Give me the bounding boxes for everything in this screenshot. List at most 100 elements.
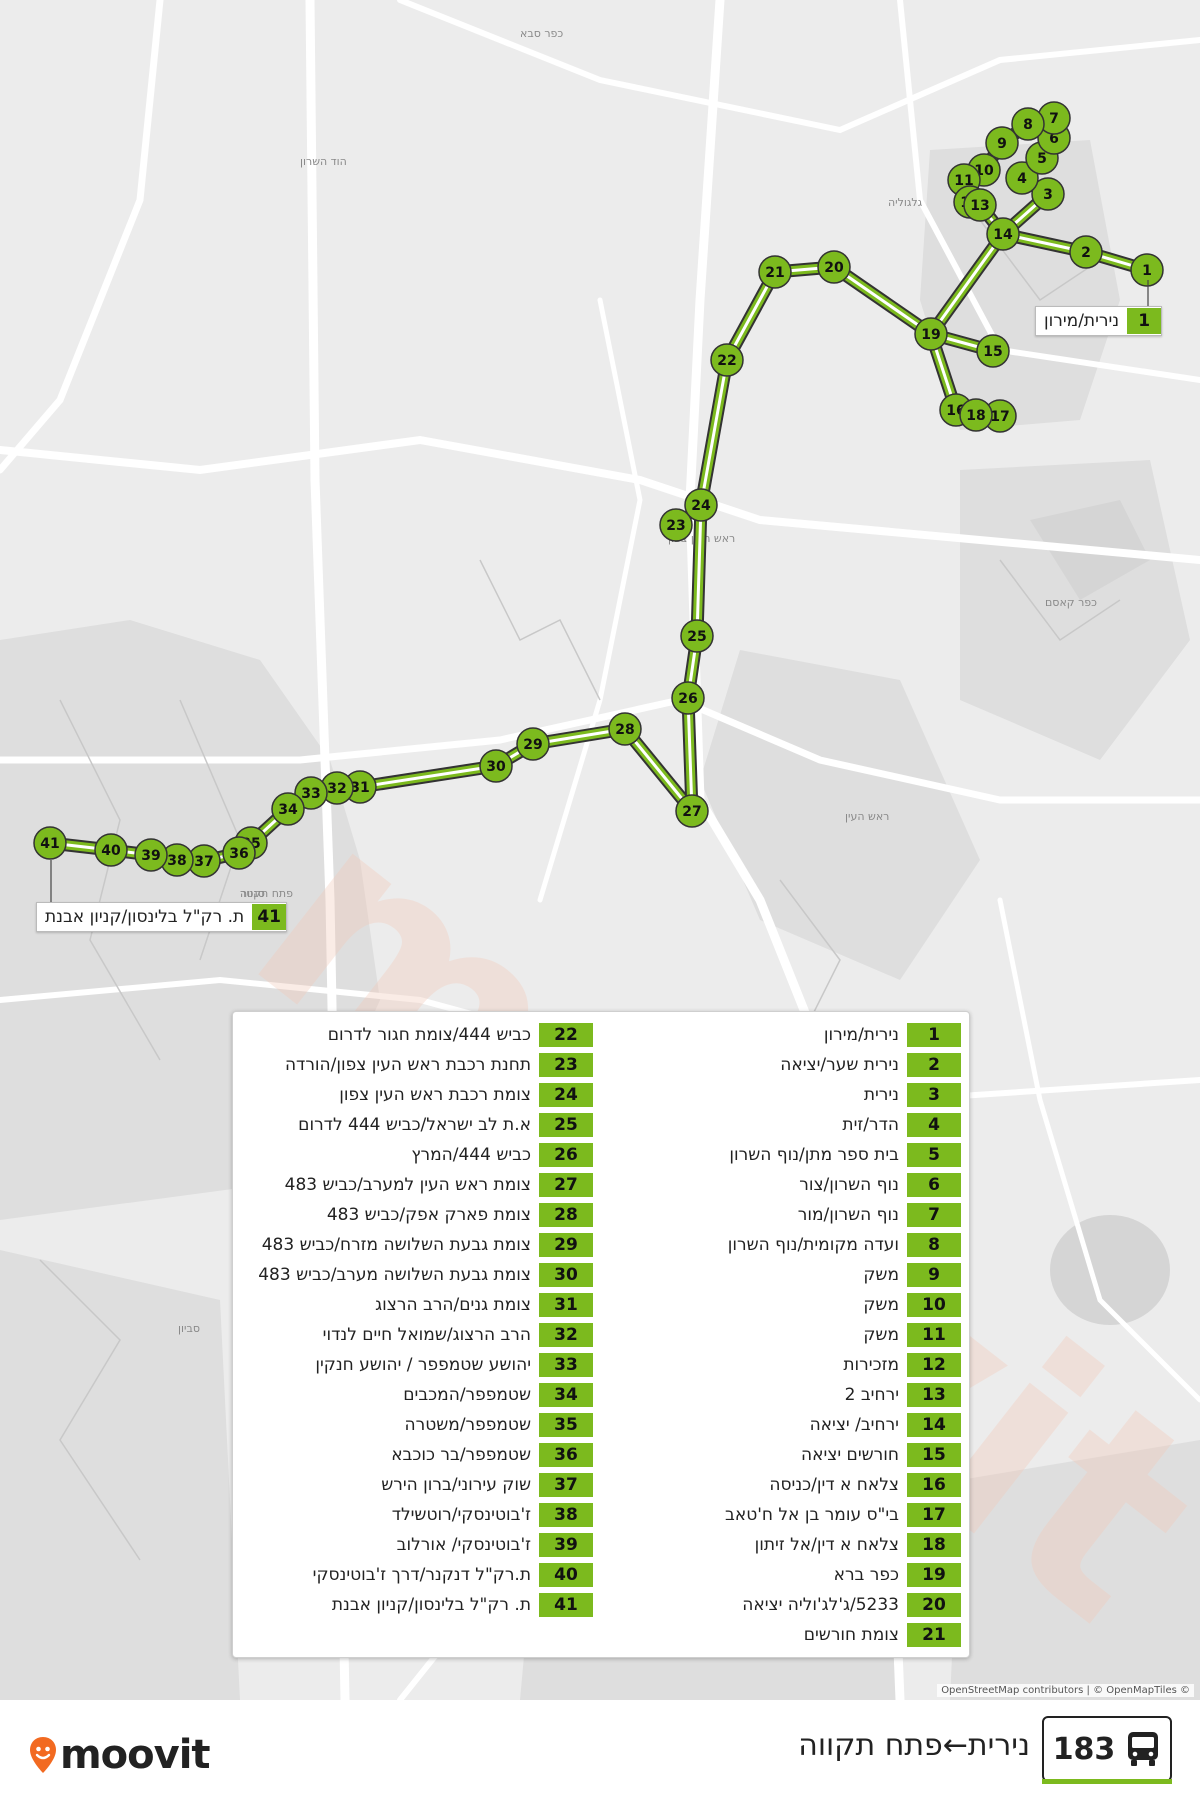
stop-marker-number: 9 [997, 136, 1007, 152]
stop-marker-circle [817, 250, 851, 284]
stop-marker-circle [1011, 107, 1045, 141]
stop-list-item[interactable]: נירית/מירון 1 [541, 1020, 961, 1050]
stop-list-item[interactable]: כביש 444/צומת חגור לדרום 22 [233, 1020, 593, 1050]
stop-marker-30[interactable]: 30 [479, 749, 513, 783]
stop-list-item[interactable]: נירית שער/יציאה 2 [541, 1050, 961, 1080]
stop-list-item[interactable]: ז'בוטינסקי/ אורלוב 39 [233, 1530, 593, 1560]
stop-list-item[interactable]: הרב הרצוג/שמואל חיים לנדוי 32 [233, 1320, 593, 1350]
stop-list-item[interactable]: חורשים יציאה 15 [541, 1440, 961, 1470]
stop-marker-number: 17 [990, 409, 1009, 425]
stop-marker-38[interactable]: 38 [160, 843, 194, 877]
stop-marker-40[interactable]: 40 [94, 833, 128, 867]
stop-marker-20[interactable]: 20 [817, 250, 851, 284]
stop-list-item[interactable]: צומת גבעת השלושה מערב/כביש 483 30 [233, 1260, 593, 1290]
stop-marker-24[interactable]: 24 [684, 488, 718, 522]
stop-list-label: נוף השרון/מור [797, 1205, 899, 1225]
stop-list-item[interactable]: נוף השרון/צור 6 [541, 1170, 961, 1200]
stop-marker-15[interactable]: 15 [976, 334, 1010, 368]
stop-list-item[interactable]: א.ת לב ישראל/כביש 444 לדרום 25 [233, 1110, 593, 1140]
stop-list-number: 21 [907, 1623, 961, 1647]
stop-marker-28[interactable]: 28 [608, 712, 642, 746]
stop-marker-23[interactable]: 23 [659, 508, 693, 542]
stop-list-item[interactable]: ת.רק"ל דנקנר/דרך ז'בוטינסקי 40 [233, 1560, 593, 1590]
stop-list-number: 40 [539, 1563, 593, 1587]
stop-marker-29[interactable]: 29 [516, 727, 550, 761]
route-number-badge[interactable]: 183 [1042, 1716, 1172, 1782]
stop-marker-number: 2 [1081, 245, 1091, 261]
stop-list-item[interactable]: כפר ברא 19 [541, 1560, 961, 1590]
stop-list-item[interactable]: צומת חורשים 21 [541, 1620, 961, 1650]
route-stops[interactable]: 1234567891011121314151617181920212223242… [33, 101, 1164, 878]
stop-marker-22[interactable]: 22 [710, 343, 744, 377]
stop-marker-2[interactable]: 2 [1069, 235, 1103, 269]
stop-list-item[interactable]: בי"ס עומר בן אל ח'טאב 17 [541, 1500, 961, 1530]
stop-marker-4[interactable]: 4 [1005, 161, 1039, 195]
stop-list-item[interactable]: צומת ראש העין למערב/כביש 483 27 [233, 1170, 593, 1200]
stop-marker-32[interactable]: 32 [320, 771, 354, 805]
stop-marker-number: 38 [167, 853, 186, 869]
stop-list-item[interactable]: שטמפפר/בר כוכבא 36 [233, 1440, 593, 1470]
stop-list-item[interactable]: תחנת רכבת ראש העין צפון/הורדה 23 [233, 1050, 593, 1080]
stop-list-item[interactable]: צומת רכבת ראש העין צפון 24 [233, 1080, 593, 1110]
stop-list-item[interactable]: ז'בוטינסקי/רוטשילד 38 [233, 1500, 593, 1530]
stop-marker-14[interactable]: 14 [986, 217, 1020, 251]
stop-list-item[interactable]: משק 10 [541, 1290, 961, 1320]
stop-marker-27[interactable]: 27 [675, 794, 709, 828]
stop-marker-circle [684, 488, 718, 522]
stop-marker-41[interactable]: 41 [33, 826, 67, 860]
stop-list-item[interactable]: ועדה מקומית/נוף השרון 8 [541, 1230, 961, 1260]
stop-list-item[interactable]: נוף השרון/מור 7 [541, 1200, 961, 1230]
stop-marker-number: 32 [327, 781, 346, 797]
stop-marker-39[interactable]: 39 [134, 838, 168, 872]
stop-list-label: נירית/מירון [823, 1025, 899, 1045]
stop-marker-8[interactable]: 8 [1011, 107, 1045, 141]
stop-list-item[interactable]: צלאח א דין/כניסה 16 [541, 1470, 961, 1500]
stop-list-item[interactable]: כביש 444/המרץ 26 [233, 1140, 593, 1170]
stop-list-item[interactable]: צומת גבעת השלושה מזרח/כביש 483 29 [233, 1230, 593, 1260]
stop-list-item[interactable]: ירחיב/ יציאה 14 [541, 1410, 961, 1440]
stop-list-item[interactable]: שטמפפר/משטרה 35 [233, 1410, 593, 1440]
stop-marker-3[interactable]: 3 [1031, 177, 1065, 211]
end-stop-callout[interactable]: ת. רק"ל בלינסון/קניון אבנת 41 [36, 902, 288, 932]
stop-marker-37[interactable]: 37 [187, 844, 221, 878]
bus-icon [1128, 1732, 1159, 1766]
stop-marker-1[interactable]: 1 [1130, 253, 1164, 287]
stop-list-item[interactable]: מזכירות 12 [541, 1350, 961, 1380]
stop-list-item[interactable]: צלאח א דין/אל זיתון 18 [541, 1530, 961, 1560]
stop-marker-36[interactable]: 36 [222, 836, 256, 870]
stop-list-label: 5233/ג'לג'וליה יציאה [742, 1595, 899, 1615]
stop-marker-26[interactable]: 26 [671, 681, 705, 715]
stop-list-item[interactable]: משק 11 [541, 1320, 961, 1350]
stop-marker-9[interactable]: 9 [985, 126, 1019, 160]
stop-list-item[interactable]: צומת פארק אפק/כביש 483 28 [233, 1200, 593, 1230]
start-stop-callout[interactable]: נירית/מירון 1 [1035, 306, 1163, 336]
stop-list-label: חורשים יציאה [800, 1445, 899, 1465]
stop-list-column-2: כביש 444/צומת חגור לדרום 22 תחנת רכבת ראש … [233, 1020, 593, 1620]
stop-marker-21[interactable]: 21 [758, 255, 792, 289]
stop-marker-13[interactable]: 13 [963, 188, 997, 222]
stop-list-item[interactable]: נירית 3 [541, 1080, 961, 1110]
stop-list-item[interactable]: צומת גנים/הרב הרצוג 31 [233, 1290, 593, 1320]
stop-list-number: 22 [539, 1023, 593, 1047]
stop-marker-number: 23 [666, 518, 685, 534]
stop-marker-19[interactable]: 19 [914, 317, 948, 351]
stop-marker-34[interactable]: 34 [271, 792, 305, 826]
stop-marker-33[interactable]: 33 [294, 776, 328, 810]
stop-list-item[interactable]: ת. רק"ל בלינסון/קניון אבנת 41 [233, 1590, 593, 1620]
stop-list-item[interactable]: ירחיב 2 13 [541, 1380, 961, 1410]
stop-list-label: משק [863, 1265, 899, 1285]
stop-marker-number: 5 [1037, 151, 1047, 167]
moovit-logo[interactable]: moovit [28, 1732, 211, 1778]
stop-list-item[interactable]: 5233/ג'לג'וליה יציאה 20 [541, 1590, 961, 1620]
stop-list-item[interactable]: שוק עירוני/ברון הירש 37 [233, 1470, 593, 1500]
stop-list-item[interactable]: שטמפפר/המכבים 34 [233, 1380, 593, 1410]
stop-marker-18[interactable]: 18 [959, 398, 993, 432]
stop-list-item[interactable]: משק 9 [541, 1260, 961, 1290]
stop-list-item[interactable]: יהושע שטמפפר / יהושע חנקין 33 [233, 1350, 593, 1380]
stop-marker-25[interactable]: 25 [680, 619, 714, 653]
stop-list-item[interactable]: בית ספר מתן/נוף השרון 5 [541, 1140, 961, 1170]
stop-list-item[interactable]: הדר/זית 4 [541, 1110, 961, 1140]
place-label: גלגוליה [888, 196, 923, 209]
stop-marker-number: 40 [101, 843, 121, 859]
